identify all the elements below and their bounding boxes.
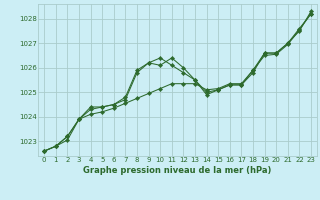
X-axis label: Graphe pression niveau de la mer (hPa): Graphe pression niveau de la mer (hPa) [84,166,272,175]
